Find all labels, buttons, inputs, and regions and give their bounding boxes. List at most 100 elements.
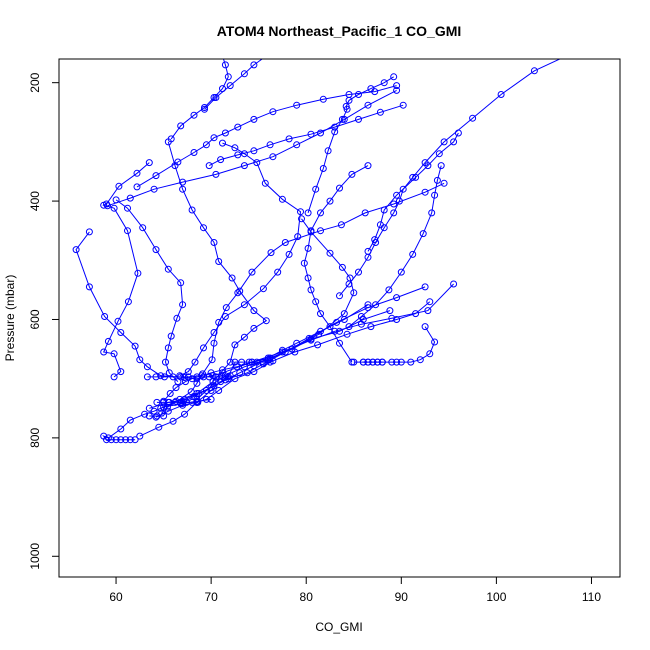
x-tick-label: 70	[204, 590, 218, 604]
data-point	[145, 412, 153, 420]
data-point	[293, 141, 301, 149]
series-line-12	[115, 199, 184, 382]
data-point	[212, 373, 220, 381]
data-point	[440, 179, 448, 187]
data-point	[317, 129, 324, 137]
data-point	[231, 341, 239, 349]
data-point	[212, 170, 220, 178]
data-point	[202, 141, 210, 149]
data-point	[355, 91, 362, 98]
data-point	[421, 188, 429, 196]
data-point	[210, 329, 218, 336]
data-point	[424, 307, 432, 315]
data-point	[397, 268, 405, 276]
data-point	[320, 41, 326, 47]
data-point	[126, 436, 134, 444]
series-line-24	[208, 104, 404, 167]
data-point	[378, 358, 386, 366]
data-point	[172, 384, 180, 392]
data-point	[253, 358, 261, 366]
data-point	[184, 368, 192, 376]
data-point	[264, 354, 272, 362]
data-point	[124, 227, 131, 235]
data-point	[201, 105, 208, 113]
data-point	[220, 59, 225, 60]
data-point	[433, 176, 441, 184]
data-point	[188, 375, 196, 383]
data-point	[397, 358, 405, 366]
data-point	[153, 398, 161, 406]
data-point	[160, 412, 168, 420]
data-point	[278, 346, 286, 354]
data-point	[469, 114, 477, 122]
data-point	[162, 358, 169, 366]
data-point	[248, 268, 256, 276]
data-point	[371, 236, 379, 244]
data-point	[240, 301, 248, 309]
data-point	[179, 301, 187, 309]
data-point	[85, 228, 93, 236]
data-point	[340, 115, 348, 123]
x-tick-label: 60	[109, 590, 123, 604]
x-tick-label: 80	[300, 590, 314, 604]
data-point	[386, 307, 394, 315]
series-line-20	[107, 89, 397, 207]
data-point	[215, 258, 223, 265]
data-point	[207, 384, 215, 392]
data-point	[173, 314, 181, 322]
data-point	[177, 373, 185, 381]
data-point	[259, 285, 267, 293]
data-point	[177, 122, 185, 130]
series-line-10	[160, 141, 268, 409]
data-point	[141, 410, 149, 418]
data-point	[143, 373, 151, 381]
data-point	[161, 373, 168, 381]
data-point	[294, 233, 302, 241]
data-point	[164, 265, 172, 273]
data-point	[219, 139, 226, 147]
data-point	[250, 61, 258, 69]
data-point	[338, 115, 346, 123]
series-line-8	[196, 218, 355, 400]
data-point	[155, 423, 163, 431]
data-point	[181, 410, 188, 418]
data-point	[307, 227, 315, 235]
data-point	[364, 162, 372, 170]
data-point	[215, 318, 223, 326]
data-point	[285, 135, 293, 143]
data-point	[393, 358, 401, 366]
data-point	[131, 436, 139, 444]
data-point	[157, 404, 165, 412]
data-point	[210, 94, 218, 101]
data-point	[193, 373, 201, 381]
data-point	[117, 436, 125, 444]
data-point	[399, 101, 407, 109]
data-point	[238, 358, 246, 366]
data-point	[243, 369, 251, 377]
data-point	[409, 250, 417, 258]
data-point	[164, 344, 172, 352]
data-point	[285, 250, 293, 258]
data-point	[145, 159, 153, 167]
data-point	[412, 173, 420, 181]
data-point	[110, 350, 118, 358]
data-point	[262, 317, 270, 325]
data-point	[342, 102, 350, 110]
data-point	[419, 230, 427, 238]
data-point	[184, 373, 192, 381]
data-point	[136, 356, 144, 364]
data-point	[250, 324, 258, 332]
data-point	[139, 224, 147, 232]
data-point	[390, 209, 398, 217]
data-point	[350, 358, 358, 366]
data-point	[364, 101, 372, 109]
data-point	[317, 327, 324, 335]
data-point	[124, 298, 132, 306]
data-point	[395, 197, 403, 205]
x-axis: 60 70 80 90 100 110	[109, 577, 601, 604]
data-point	[361, 209, 369, 217]
data-point	[435, 150, 443, 158]
data-point	[215, 387, 223, 394]
data-point	[390, 73, 398, 81]
data-point	[126, 194, 134, 202]
